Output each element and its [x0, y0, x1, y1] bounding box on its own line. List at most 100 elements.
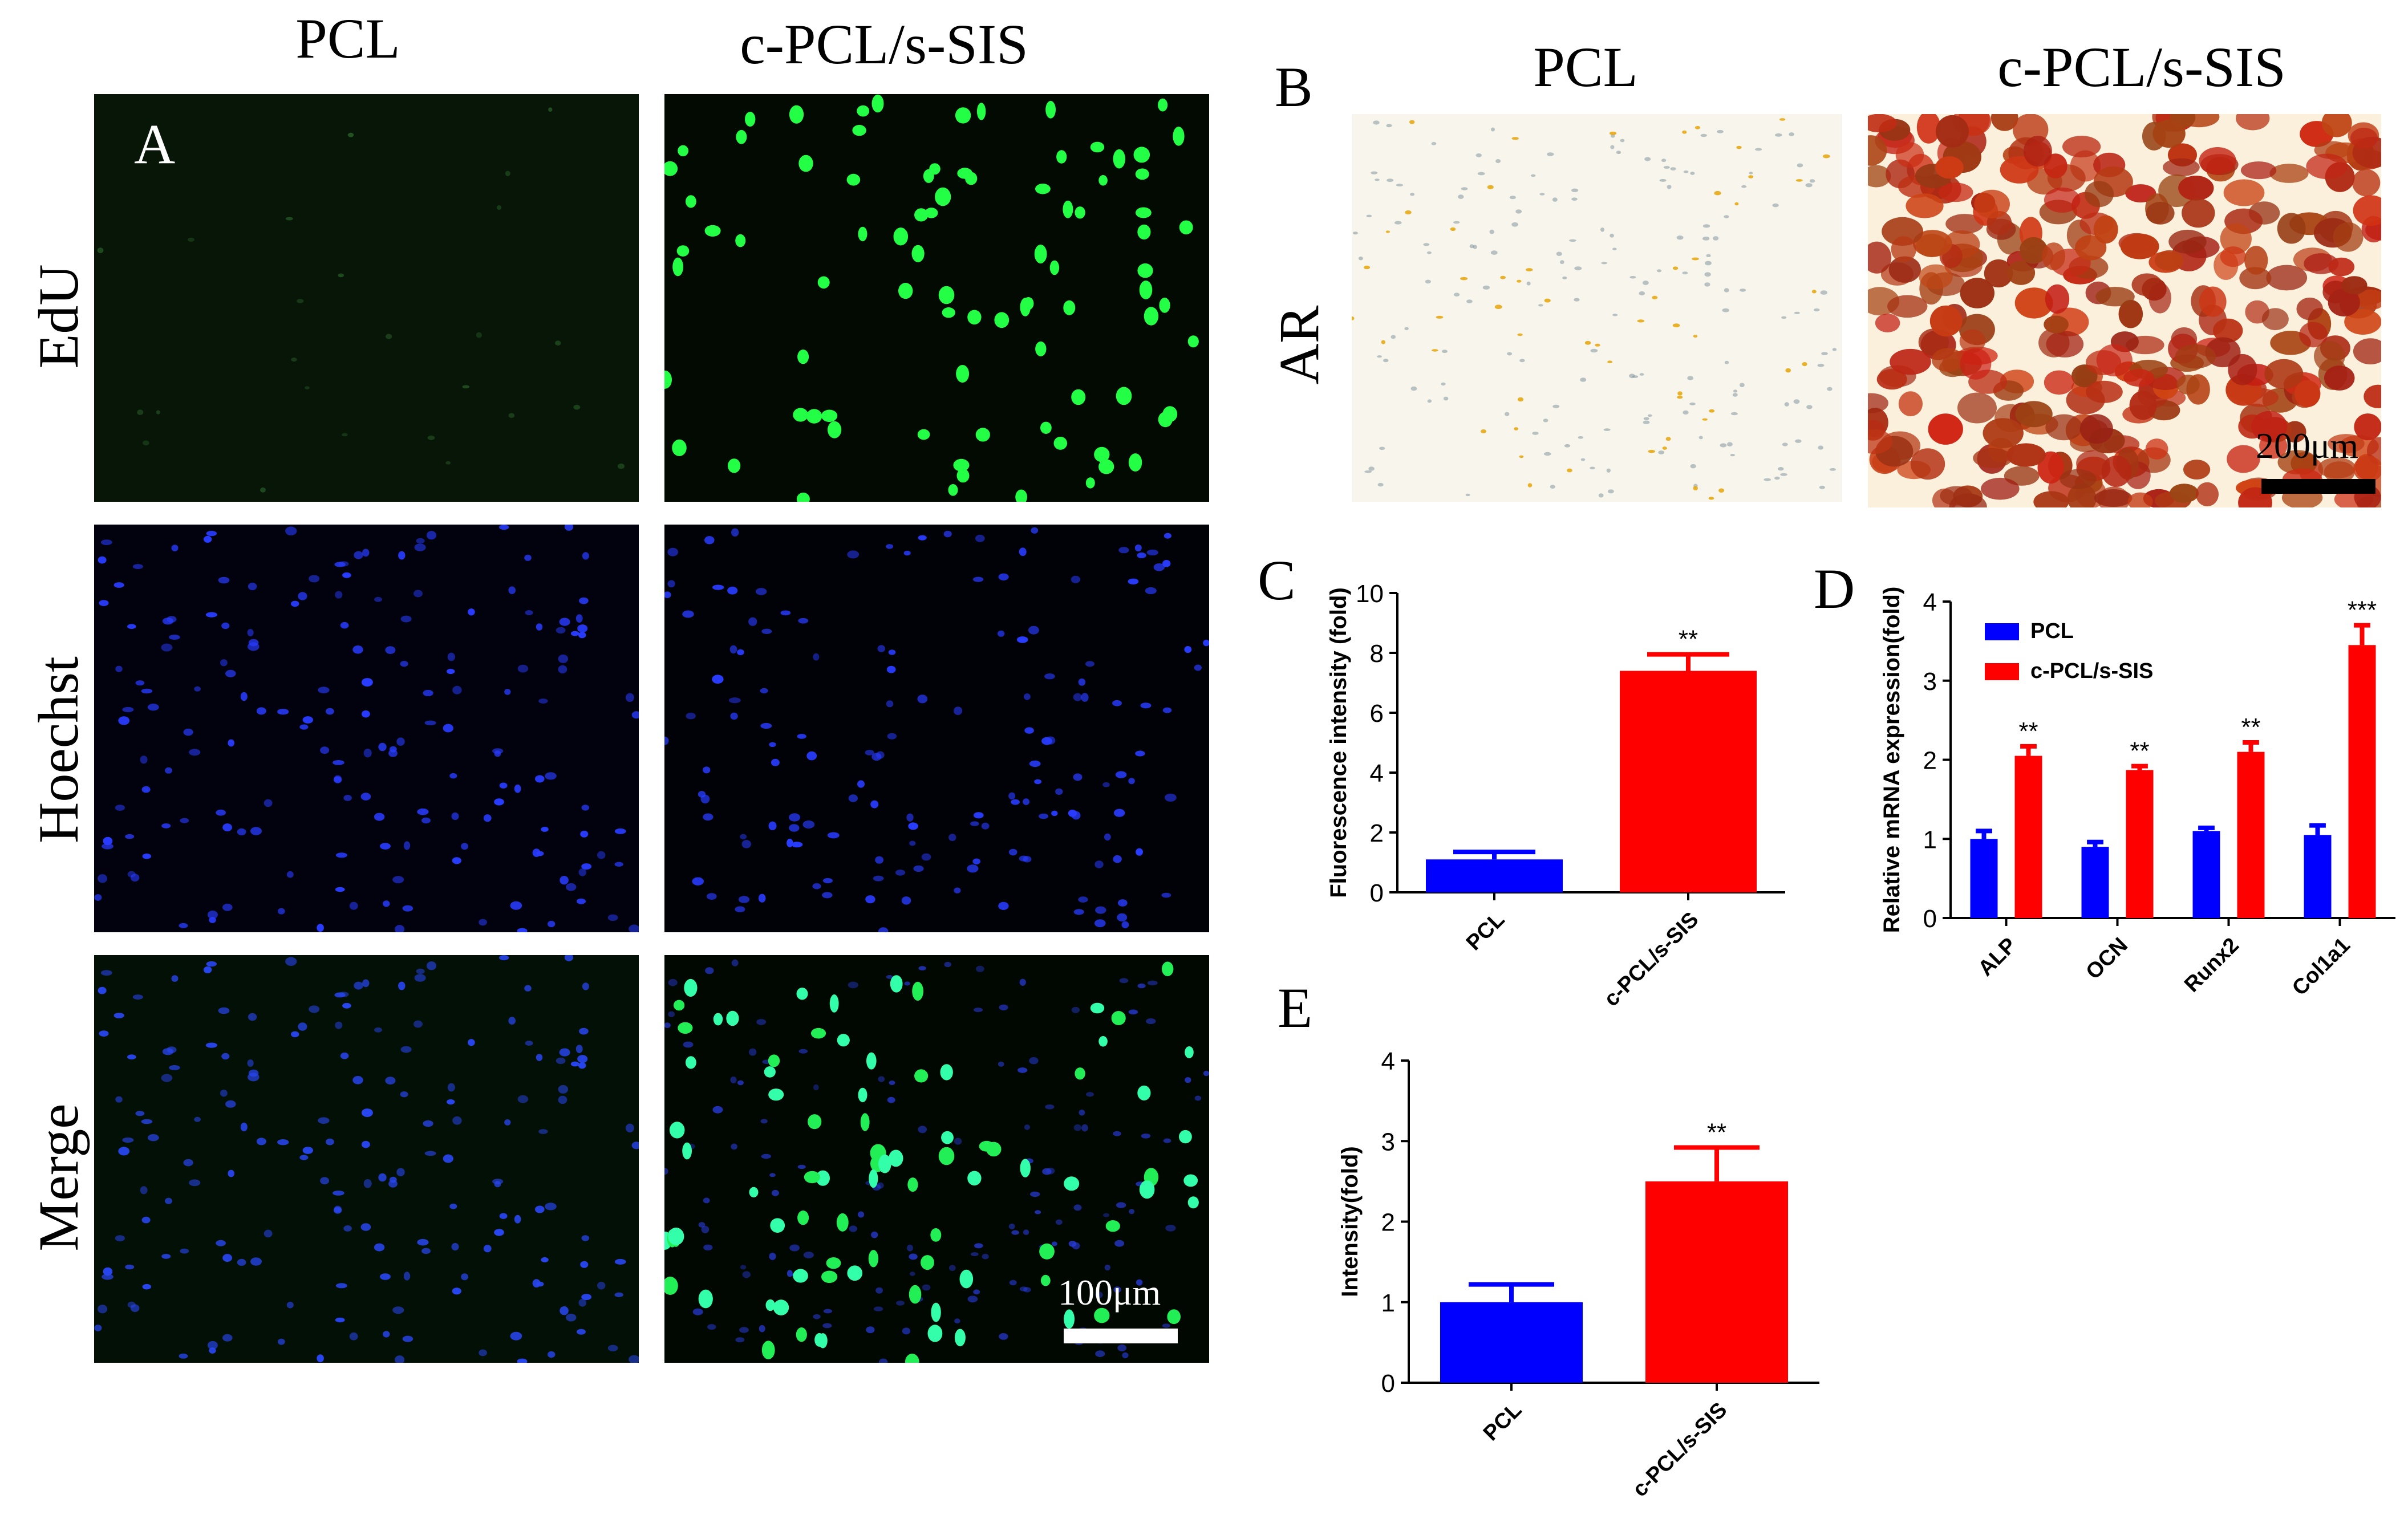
cell-nucleus: [2213, 318, 2243, 343]
cell-nucleus: [908, 822, 918, 830]
cell-nucleus: [1116, 1202, 1126, 1208]
cell-nucleus: [686, 195, 696, 208]
cell-nucleus: [849, 1225, 857, 1232]
cell-nucleus: [768, 1054, 780, 1067]
cell-nucleus: [1098, 175, 1108, 186]
cell-nucleus: [541, 826, 549, 832]
cell-nucleus: [889, 1081, 895, 1085]
cell-nucleus: [759, 1325, 765, 1333]
cell-nucleus: [1427, 399, 1432, 403]
cell-nucleus: [674, 1000, 685, 1011]
cell-nucleus: [566, 1313, 577, 1322]
cell-nucleus: [1817, 363, 1825, 367]
cell-nucleus: [1609, 131, 1617, 135]
cell-nucleus: [2094, 489, 2133, 507]
cell-nucleus: [2328, 288, 2360, 316]
cell-nucleus: [1724, 288, 1729, 293]
cell-nucleus: [578, 868, 587, 876]
cell-nucleus: [1396, 184, 1404, 186]
cell-nucleus: [558, 1085, 569, 1094]
cell-nucleus: [2220, 223, 2252, 254]
cell-nucleus: [302, 716, 313, 724]
cell-nucleus: [388, 1180, 398, 1188]
cell-nucleus: [813, 1084, 819, 1091]
cell-nucleus: [1560, 260, 1564, 265]
cell-nucleus: [286, 871, 294, 878]
cell-nucleus: [1128, 1009, 1138, 1015]
cell-nucleus: [1809, 179, 1815, 183]
cell-nucleus: [907, 1244, 913, 1252]
cell-nucleus: [664, 591, 671, 598]
cell-nucleus: [1544, 452, 1551, 456]
cell-nucleus: [1598, 493, 1604, 498]
cell-nucleus: [1730, 412, 1738, 416]
cell-nucleus: [1023, 1229, 1029, 1235]
cell-nucleus: [449, 1203, 457, 1209]
cell-nucleus: [2120, 233, 2159, 259]
cell-nucleus: [143, 440, 149, 446]
cell-nucleus: [1075, 1067, 1085, 1080]
cell-nucleus: [2175, 344, 2216, 369]
cell-nucleus: [1693, 335, 1698, 338]
cell-nucleus: [703, 1244, 713, 1250]
cell-nucleus: [701, 1225, 710, 1233]
cell-nucleus: [342, 1002, 351, 1009]
cell-nucleus: [99, 600, 109, 606]
cell-nucleus: [1063, 200, 1073, 218]
cell-nucleus: [1991, 114, 2018, 131]
cell-nucleus: [1659, 178, 1667, 182]
cell-nucleus: [1078, 678, 1086, 686]
cell-nucleus: [100, 970, 112, 976]
cell-nucleus: [575, 1045, 583, 1053]
cell-nucleus: [1162, 560, 1171, 567]
cell-nucleus: [1073, 1124, 1082, 1131]
cell-nucleus: [698, 1289, 713, 1309]
cell-nucleus: [1935, 156, 1964, 179]
cell-nucleus: [879, 1358, 888, 1363]
legend-swatch: [1985, 663, 2019, 680]
cell-nucleus: [1364, 265, 1371, 270]
cell-nucleus: [1475, 153, 1482, 157]
cell-nucleus: [1784, 402, 1789, 407]
cell-nucleus: [1034, 245, 1047, 263]
cell-nucleus: [98, 556, 107, 564]
cell-nucleus: [171, 545, 179, 551]
cell-nucleus: [1532, 432, 1539, 435]
cell-nucleus: [940, 1064, 953, 1081]
cell-nucleus: [524, 554, 532, 561]
cell-nucleus: [479, 919, 487, 926]
cell-nucleus: [504, 689, 511, 695]
cell-nucleus: [360, 1223, 371, 1231]
cell-nucleus: [362, 979, 370, 988]
cell-nucleus: [1683, 170, 1689, 173]
cell-nucleus: [483, 1245, 492, 1253]
cell-nucleus: [760, 1119, 768, 1124]
cell-nucleus: [878, 927, 889, 932]
cell-nucleus: [1749, 172, 1753, 174]
cell-nucleus: [860, 1113, 870, 1131]
cell-nucleus: [1782, 442, 1788, 446]
cell-nucleus: [1068, 1240, 1077, 1247]
bar: [1645, 1181, 1788, 1383]
cell-nucleus: [1606, 468, 1611, 473]
cell-nucleus: [823, 1309, 832, 1314]
cell-nucleus: [141, 688, 153, 694]
cell-nucleus: [378, 1173, 387, 1182]
significance-mark: **: [1679, 626, 1698, 653]
cell-nucleus: [1163, 1138, 1171, 1143]
cell-nucleus: [1113, 149, 1125, 169]
cell-nucleus: [361, 1108, 373, 1118]
cell-nucleus: [1490, 250, 1498, 255]
panel-d-label: D: [1814, 557, 1855, 620]
cell-nucleus: [1185, 1077, 1191, 1083]
cell-nucleus: [179, 923, 188, 928]
cell-nucleus: [731, 1143, 737, 1150]
cell-nucleus: [285, 217, 293, 221]
cell-nucleus: [2127, 492, 2153, 507]
x-tick-label: Col1a1: [2288, 933, 2355, 1001]
cell-nucleus: [206, 530, 217, 537]
cell-nucleus: [994, 312, 1010, 328]
cell-nucleus: [942, 307, 955, 318]
cell-nucleus: [171, 975, 179, 982]
cell-nucleus: [545, 1203, 557, 1211]
